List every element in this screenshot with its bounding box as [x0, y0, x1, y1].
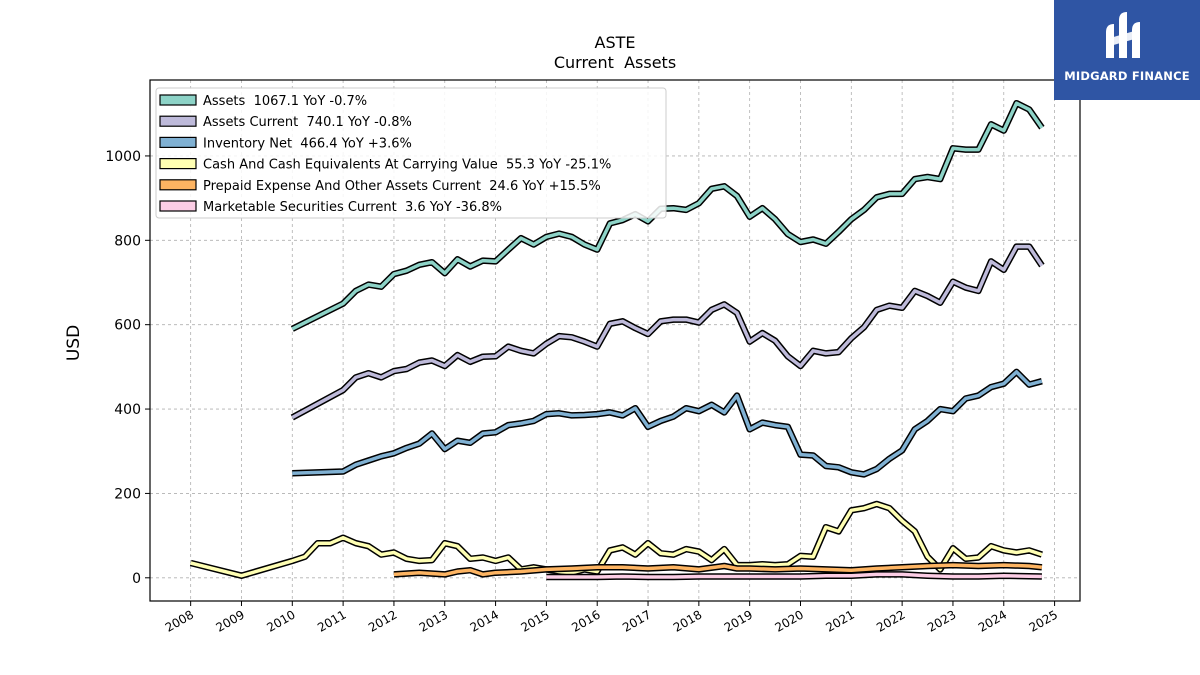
x-tick-label: 2012: [366, 607, 399, 634]
legend-swatch: [159, 115, 197, 127]
y-tick-label: 0: [132, 571, 141, 587]
series-3: [189, 500, 1043, 579]
legend-label: Assets Current 740.1 YoY -0.8%: [203, 115, 412, 130]
x-tick-label: 2023: [925, 607, 958, 634]
x-tick-label: 2015: [518, 607, 551, 634]
legend-label: Prepaid Expense And Other Assets Current…: [203, 179, 601, 194]
series-line: [393, 563, 1043, 577]
x-tick-label: 2017: [620, 607, 653, 634]
x-tick-label: 2024: [976, 607, 1009, 634]
legend-label: Marketable Securities Current 3.6 YoY -3…: [203, 200, 502, 215]
x-tick-label: 2014: [468, 607, 501, 634]
legend-swatch: [159, 200, 197, 212]
legend-swatch: [159, 94, 197, 106]
x-tick-label: 2009: [214, 607, 247, 634]
series-layer: [189, 99, 1045, 581]
x-tick-label: 2011: [315, 607, 348, 634]
y-tick-label: 200: [114, 486, 141, 502]
series-line: [546, 572, 1042, 579]
series-line: [291, 101, 1044, 331]
series-5: [546, 571, 1042, 581]
series-line: [190, 502, 1043, 578]
x-tick-label: 2013: [417, 607, 450, 634]
series-line: [292, 370, 1043, 477]
series-2: [292, 368, 1043, 478]
y-axis-label: USD: [64, 325, 84, 361]
y-tick-label: 800: [114, 233, 141, 249]
x-tick-label: 2016: [569, 607, 602, 634]
series-1: [290, 243, 1045, 421]
y-tick-label: 1000: [105, 149, 141, 165]
series-outline: [292, 368, 1043, 478]
legend-label: Inventory Net 466.4 YoY +3.6%: [203, 136, 412, 151]
legend-label: Cash And Cash Equivalents At Carrying Va…: [203, 158, 611, 173]
legend-swatch: [159, 179, 197, 191]
chart-title: ASTE: [595, 33, 636, 52]
x-tick-label: 2018: [671, 607, 704, 634]
brand-logo: MIDGARD FINANCE: [1054, 0, 1200, 100]
x-tick-label: 2022: [874, 607, 907, 634]
x-tick-label: 2008: [163, 607, 196, 634]
series-0: [290, 99, 1045, 332]
x-tick-label: 2020: [773, 607, 806, 634]
x-tick-label: 2025: [1027, 607, 1060, 634]
legend-swatch: [159, 158, 197, 170]
series-4: [393, 561, 1043, 578]
legend-box: [155, 87, 667, 219]
x-tick-label: 2021: [823, 607, 856, 634]
y-tick-label: 400: [114, 402, 141, 418]
legend: Assets 1067.1 YoY -0.7% Assets Current 74…: [155, 87, 667, 219]
x-tick-label: 2010: [264, 607, 297, 634]
brand-name: MIDGARD FINANCE: [1064, 69, 1190, 83]
x-tick-label: 2019: [722, 607, 755, 634]
series-line: [291, 244, 1044, 420]
chart-subtitle: Current Assets: [554, 53, 676, 72]
legend-swatch: [159, 136, 197, 148]
legend-label: Assets 1067.1 YoY -0.7%: [203, 94, 367, 109]
y-tick-label: 600: [114, 318, 141, 334]
plot-frame: [149, 79, 1081, 602]
brand-mark-icon: [1106, 12, 1140, 58]
